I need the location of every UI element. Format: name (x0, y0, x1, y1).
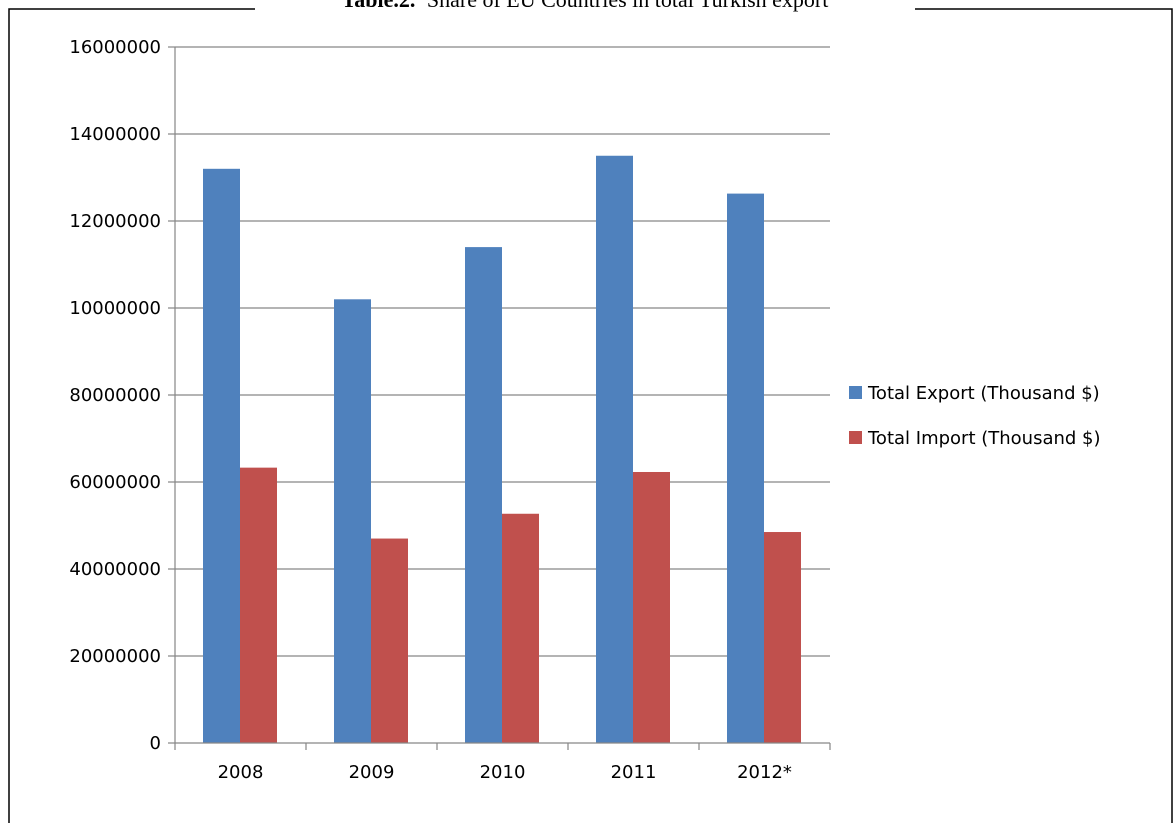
chart-title-prefix: Table.2. (342, 0, 416, 12)
y-axis-tick-labels: 0 20000000 40000000 60000000 80000000 1000000… (69, 37, 161, 754)
chart-title: Table.2. Share of EU Countries in total … (342, 0, 829, 12)
legend-label-export: Total Export (Thousand $) (867, 383, 1100, 404)
chart-title-text: Share of EU Countries in total Turkish e… (427, 0, 828, 12)
bar-import-2011 (633, 471, 670, 743)
y-tick-label: 20000000 (69, 646, 161, 667)
y-tick-label: 60000000 (69, 472, 161, 493)
bars (203, 155, 801, 744)
x-tick-label: 2009 (349, 762, 395, 783)
bar-export-2012 (727, 193, 764, 744)
y-tick-label: 14000000 (69, 124, 161, 145)
y-tick-label: 10000000 (69, 298, 161, 319)
legend: Total Export (Thousand $) Total Import (T… (849, 383, 1101, 449)
bar-import-2010 (502, 513, 539, 743)
x-axis-tick-labels: 2008 2009 2010 2011 2012* (218, 762, 792, 783)
legend-label-import: Total Import (Thousand $) (867, 428, 1101, 449)
y-tick-label: 80000000 (69, 385, 161, 406)
gridlines (175, 46, 830, 657)
bar-export-2011 (596, 155, 633, 743)
bar-export-2010 (465, 247, 502, 743)
chart-frame (8, 8, 1173, 823)
x-tick-label: 2008 (218, 762, 264, 783)
legend-swatch-import (849, 431, 862, 444)
bar-import-2012 (764, 532, 801, 743)
title-background (255, 0, 915, 11)
y-tick-label: 40000000 (69, 559, 161, 580)
axes (168, 46, 831, 750)
legend-swatch-export (849, 386, 862, 399)
bar-export-2008 (203, 168, 240, 744)
x-tick-label: 2011 (611, 762, 657, 783)
x-tick-label: 2010 (480, 762, 526, 783)
x-tick-label: 2012* (737, 762, 792, 783)
bar-export-2009 (334, 299, 371, 743)
bar-import-2009 (371, 538, 408, 743)
y-tick-label: 16000000 (69, 37, 161, 58)
bar-import-2008 (240, 467, 277, 743)
y-tick-label: 12000000 (69, 211, 161, 232)
y-tick-label: 0 (150, 733, 161, 754)
